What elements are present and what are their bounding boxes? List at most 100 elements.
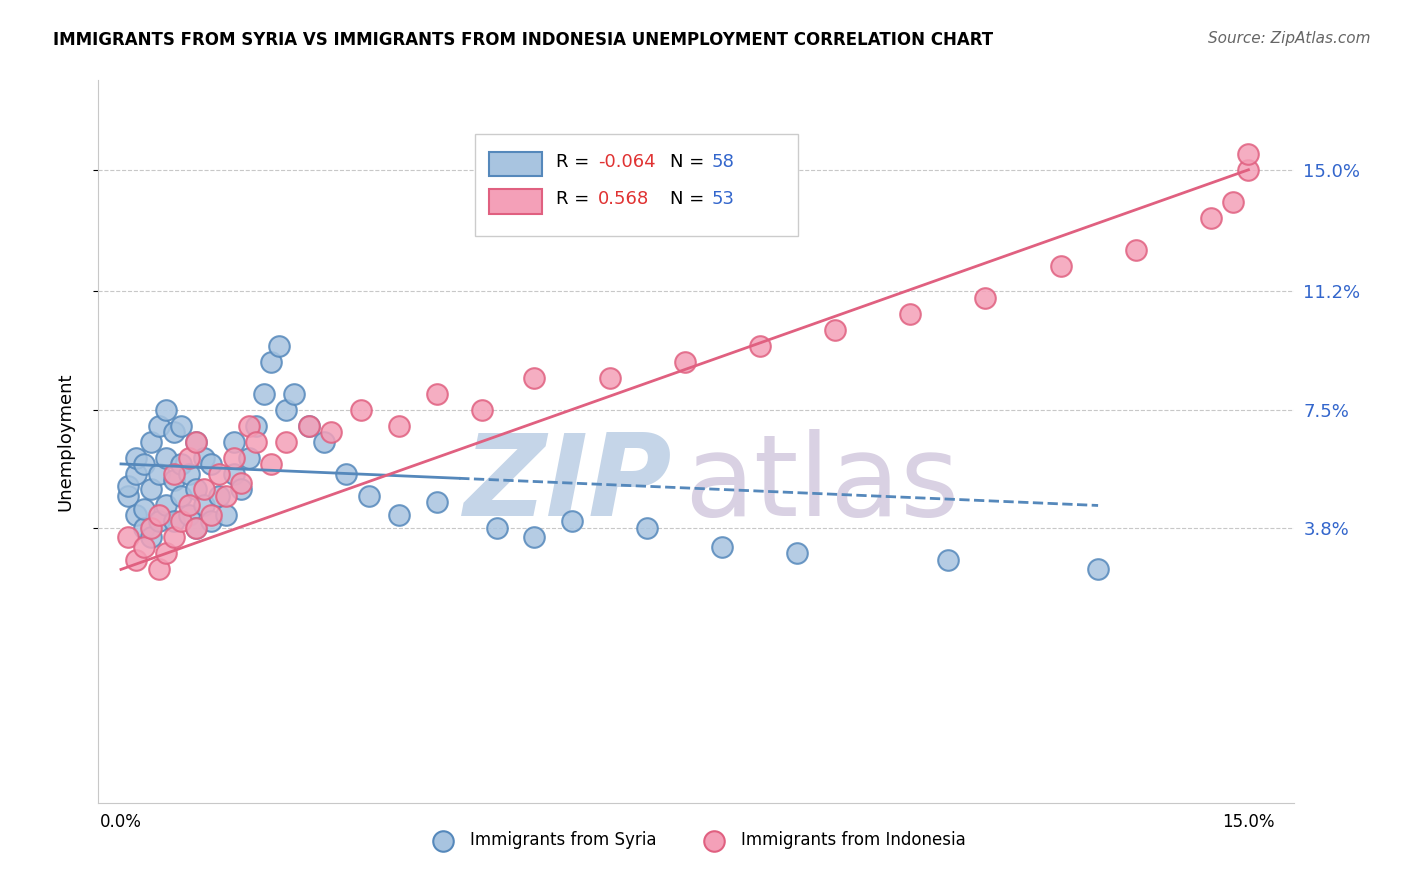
Point [748, 338, 770, 352]
Point [200, 457, 222, 471]
Point [898, 307, 921, 321]
Point [215, 508, 238, 522]
Point [260, 457, 283, 471]
Point [177, 499, 200, 513]
Point [148, 508, 170, 522]
Point [200, 508, 222, 522]
Point [125, 553, 148, 567]
Point [155, 402, 177, 417]
Point [132, 540, 155, 554]
Point [1087, 562, 1109, 576]
Point [215, 489, 238, 503]
Point [1125, 243, 1147, 257]
Text: 53: 53 [711, 191, 734, 209]
Point [1222, 194, 1244, 209]
Point [148, 562, 170, 576]
Point [208, 467, 231, 481]
Point [312, 434, 335, 449]
Point [471, 402, 494, 417]
Point [139, 434, 162, 449]
Point [132, 457, 155, 471]
Point [1237, 162, 1260, 177]
Text: N =: N = [669, 153, 710, 171]
Point [117, 479, 139, 493]
Point [139, 531, 162, 545]
Text: atlas: atlas [685, 429, 959, 541]
Point [125, 467, 148, 481]
Point [193, 499, 215, 513]
Point [238, 418, 260, 433]
Point [238, 450, 260, 465]
Point [162, 515, 184, 529]
Text: R =: R = [557, 191, 595, 209]
Point [599, 370, 621, 384]
Point [170, 515, 193, 529]
Point [184, 434, 207, 449]
Point [170, 457, 193, 471]
FancyBboxPatch shape [475, 135, 797, 235]
Point [162, 467, 184, 481]
FancyBboxPatch shape [489, 152, 541, 177]
Point [673, 354, 696, 368]
Point [200, 515, 222, 529]
Point [260, 354, 283, 368]
Legend: Immigrants from Syria, Immigrants from Indonesia: Immigrants from Syria, Immigrants from I… [419, 824, 973, 856]
Point [155, 546, 177, 560]
Point [222, 467, 245, 481]
Point [184, 434, 207, 449]
Point [155, 450, 177, 465]
Point [253, 386, 276, 401]
Point [276, 434, 298, 449]
Point [177, 450, 200, 465]
Point [155, 499, 177, 513]
Point [125, 450, 148, 465]
Point [276, 402, 298, 417]
Text: R =: R = [557, 153, 595, 171]
Point [335, 467, 357, 481]
Point [117, 489, 139, 503]
Point [245, 418, 267, 433]
Point [177, 508, 200, 522]
Point [193, 450, 215, 465]
Point [298, 418, 321, 433]
Point [283, 386, 305, 401]
Point [298, 418, 321, 433]
Point [139, 483, 162, 497]
Point [245, 434, 267, 449]
FancyBboxPatch shape [489, 189, 541, 214]
Point [170, 418, 193, 433]
Point [711, 540, 734, 554]
Point [426, 495, 449, 509]
Point [357, 489, 380, 503]
Point [231, 483, 253, 497]
Point [485, 521, 508, 535]
Point [1237, 146, 1260, 161]
Point [321, 425, 343, 439]
Text: -0.064: -0.064 [598, 153, 655, 171]
Point [117, 531, 139, 545]
Point [162, 473, 184, 487]
Point [148, 515, 170, 529]
Point [388, 508, 411, 522]
Point [177, 467, 200, 481]
Point [231, 476, 253, 491]
Point [936, 553, 959, 567]
Point [388, 418, 411, 433]
Text: 58: 58 [711, 153, 734, 171]
Point [132, 501, 155, 516]
Point [786, 546, 808, 560]
Point [162, 531, 184, 545]
Point [523, 531, 546, 545]
Point [222, 434, 245, 449]
Point [1049, 259, 1071, 273]
Text: ZIP: ZIP [464, 429, 672, 541]
Point [162, 425, 184, 439]
Point [523, 370, 546, 384]
Point [426, 386, 449, 401]
Y-axis label: Unemployment: Unemployment [56, 372, 75, 511]
Point [125, 508, 148, 522]
Point [824, 323, 846, 337]
Text: N =: N = [669, 191, 710, 209]
Point [170, 489, 193, 503]
Point [208, 489, 231, 503]
